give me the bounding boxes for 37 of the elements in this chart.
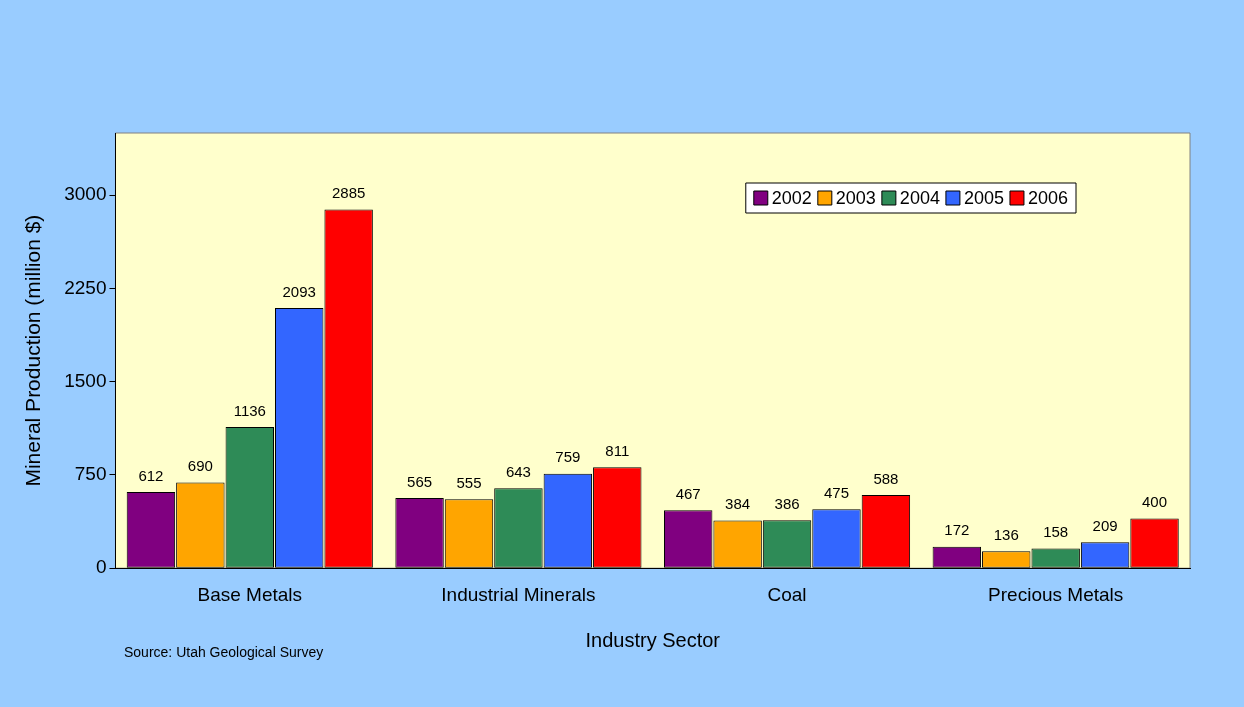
x-tick-label: Base Metals <box>197 583 303 605</box>
data-label: 386 <box>774 494 800 512</box>
data-label: 158 <box>1043 523 1069 541</box>
data-label: 467 <box>675 484 701 502</box>
legend-label: 2002 <box>771 187 812 208</box>
data-label: 555 <box>456 473 482 491</box>
data-label: 690 <box>187 457 213 475</box>
x-tick-label: Precious Metals <box>988 583 1124 605</box>
y-tick-label: 2250 <box>64 276 107 298</box>
data-label: 588 <box>873 469 899 487</box>
x-axis-title: Industry Sector <box>585 628 721 651</box>
data-label: 565 <box>407 472 433 490</box>
data-label: 612 <box>138 466 164 484</box>
data-label: 475 <box>823 483 849 501</box>
x-tick-label: Industrial Minerals <box>441 583 596 605</box>
data-label: 811 <box>605 442 630 459</box>
y-tick-label: 3000 <box>64 183 107 205</box>
data-label: 2093 <box>282 282 316 300</box>
legend-label: 2004 <box>899 187 940 208</box>
data-label: 172 <box>944 521 970 539</box>
y-axis-title: Mineral Production (million $) <box>21 214 45 487</box>
x-tick-label: Coal <box>767 583 807 605</box>
source-note: Source: Utah Geological Survey <box>124 643 324 660</box>
data-label: 643 <box>505 462 531 480</box>
legend-label: 2003 <box>835 187 876 208</box>
y-tick-label: 1500 <box>64 369 107 391</box>
data-label: 759 <box>555 448 581 466</box>
data-label: 384 <box>725 495 751 513</box>
data-label: 1136 <box>233 401 266 419</box>
legend-label: 2005 <box>963 187 1004 208</box>
legend-label: 2006 <box>1027 187 1068 208</box>
y-tick-label: 0 <box>95 556 107 578</box>
data-label: 136 <box>993 525 1019 543</box>
data-label: 2885 <box>331 184 366 202</box>
data-label: 400 <box>1142 493 1168 511</box>
y-tick-label: 750 <box>74 463 107 485</box>
data-label: 209 <box>1092 516 1118 534</box>
